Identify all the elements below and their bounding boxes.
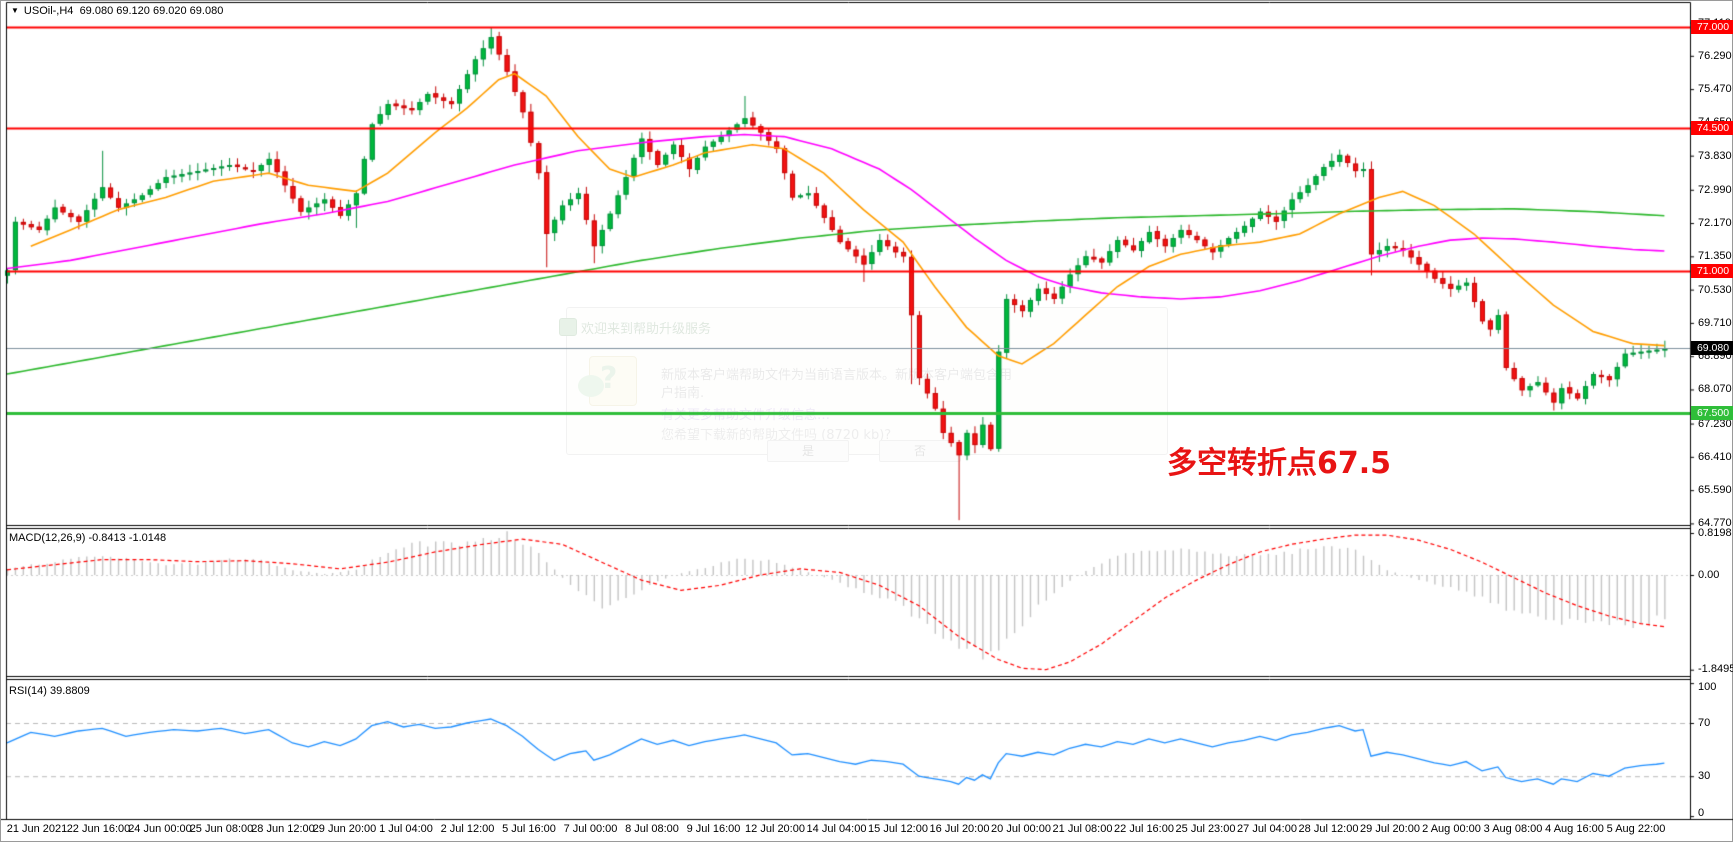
date-tick-label: 28 Jul 12:00 [1298,823,1359,835]
ohlc-quotes: 69.080 69.120 69.020 69.080 [79,5,224,17]
support-badge: 67.500 [1691,406,1733,420]
rsi-indicator-label: RSI(14) 39.8809 [9,685,90,697]
date-tick-label: 5 Aug 22:00 [1606,823,1666,835]
price-tick-label: 73.830 [1698,150,1732,162]
collapse-triangle-icon[interactable]: ▼ [11,6,19,15]
date-tick-label: 15 Jul 12:00 [868,823,928,835]
price-tick-label: 71.350 [1698,250,1732,262]
date-tick-label: 12 Jul 20:00 [745,823,805,835]
date-tick-label: 9 Jul 16:00 [686,823,741,835]
date-tick-label: 21 Jun 2021 [6,823,68,835]
date-tick-label: 2 Jul 12:00 [440,823,495,835]
date-tick-label: 28 Jun 12:00 [251,823,315,835]
rsi-tick-label: 0 [1698,807,1705,819]
macd-tick-label: -1.8495 [1698,663,1733,675]
rsi-tick-label: 70 [1698,717,1711,729]
date-tick-label: 29 Jun 20:00 [312,823,377,835]
macd-tick-label: 0.00 [1698,569,1720,581]
date-tick-label: 20 Jul 00:00 [991,823,1051,835]
date-tick-label: 25 Jun 08:00 [189,823,254,835]
resistance-badge: 71.000 [1691,264,1733,278]
price-tick-label: 66.410 [1698,451,1732,463]
price-tick-label: 67.230 [1698,418,1732,430]
date-tick-label: 2 Aug 00:00 [1422,823,1481,835]
chart-title: ▼ USOil-,H4 69.080 69.120 69.020 69.080 [11,5,223,17]
symbol-timeframe: USOil-,H4 [23,5,74,17]
price-tick-label: 64.770 [1698,517,1732,529]
date-tick-label: 24 Jun 00:00 [128,823,192,835]
rsi-tick-label: 30 [1698,770,1711,782]
date-tick-label: 22 Jun 16:00 [66,823,131,835]
price-tick-label: 69.710 [1698,317,1732,329]
date-tick-label: 4 Aug 16:00 [1545,823,1604,835]
date-tick-label: 1 Jul 04:00 [379,823,433,835]
resistance-badge: 77.000 [1691,20,1733,34]
date-tick-label: 8 Jul 08:00 [625,823,679,835]
date-tick-label: 7 Jul 00:00 [563,823,618,835]
date-tick-label: 16 Jul 20:00 [929,823,990,835]
date-tick-label: 3 Aug 08:00 [1483,823,1543,835]
resistance-badge: 74.500 [1691,121,1733,135]
date-tick-label: 14 Jul 04:00 [806,823,867,835]
price-tick-label: 75.470 [1698,83,1732,95]
price-tick-label: 65.590 [1698,484,1732,496]
price-tick-label: 70.530 [1698,284,1732,296]
date-tick-label: 22 Jul 16:00 [1114,823,1174,835]
price-tick-label: 72.990 [1698,184,1732,196]
date-tick-label: 21 Jul 08:00 [1052,823,1113,835]
price-tick-label: 76.290 [1698,50,1732,62]
current_price-badge: 69.080 [1691,341,1733,355]
date-tick-label: 25 Jul 23:00 [1175,823,1236,835]
date-tick-label: 29 Jul 20:00 [1360,823,1420,835]
macd-indicator-label: MACD(12,26,9) -0.8413 -1.0148 [9,532,167,544]
macd-tick-label: 0.8198 [1698,527,1732,539]
price-tick-label: 68.070 [1698,383,1732,395]
price-tick-label: 72.170 [1698,217,1732,229]
rsi-tick-label: 100 [1698,681,1717,693]
date-tick-label: 5 Jul 16:00 [502,823,556,835]
date-tick-label: 27 Jul 04:00 [1237,823,1297,835]
trade-annotation-text: 多空转折点67.5 [1167,446,1392,481]
